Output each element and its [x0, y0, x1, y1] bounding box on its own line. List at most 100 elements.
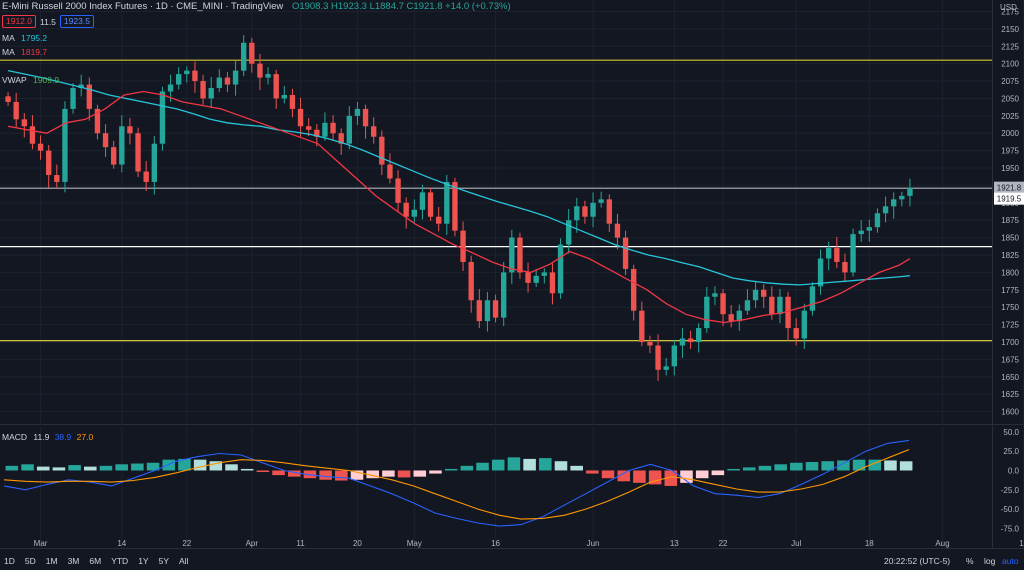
candle-body	[590, 202, 596, 217]
candle-body	[403, 202, 409, 217]
candle-body	[639, 310, 645, 342]
date-tick-label: 14	[117, 539, 126, 548]
range-1d[interactable]: 1D	[4, 556, 15, 566]
macd-tick-label: -75.0	[1001, 524, 1020, 533]
candle-body	[501, 272, 507, 318]
range-selector: 1D 5D 1M 3M 6M YTD 1Y 5Y All	[4, 556, 188, 566]
candle-body	[468, 261, 474, 301]
ask-button[interactable]: 1923.5	[59, 15, 94, 28]
candle-body	[655, 345, 661, 370]
ma1-name: MA	[2, 33, 15, 43]
range-all[interactable]: All	[179, 556, 189, 566]
vwap-name: VWAP	[2, 75, 27, 85]
ma1-line	[7, 69, 910, 286]
candle-body	[858, 230, 864, 235]
candle-body	[801, 310, 807, 339]
candle-body	[119, 126, 125, 165]
interval-label[interactable]: 1D	[155, 1, 168, 12]
candle-body	[13, 101, 19, 120]
macd-histogram-bar	[617, 470, 631, 482]
last-price-tag	[994, 181, 1024, 194]
macd-histogram-bar	[507, 457, 521, 471]
candle-body	[842, 261, 848, 273]
macd-histogram-bar	[240, 468, 254, 471]
range-ytd[interactable]: YTD	[111, 556, 129, 566]
macd-histogram-bar	[821, 461, 834, 471]
candle-body	[517, 237, 523, 273]
range-3m[interactable]: 3M	[67, 556, 80, 566]
range-5d[interactable]: 5D	[24, 556, 36, 566]
candle-body	[102, 133, 109, 148]
currency-label: USD	[1000, 3, 1017, 12]
date-tick-label: 13	[670, 539, 679, 548]
ma2-value: 1819.7	[21, 47, 48, 57]
candle-body	[899, 195, 905, 200]
candle-body	[46, 150, 52, 175]
macd-histogram-bar	[225, 464, 238, 471]
macd-histogram-bar	[695, 470, 709, 479]
macd-histogram-bar	[209, 461, 223, 471]
candle-body	[419, 192, 426, 210]
percent-toggle[interactable]: %	[966, 556, 974, 566]
range-1m[interactable]: 1M	[45, 556, 58, 566]
vwap-legend[interactable]: VWAP 1909.9	[2, 75, 59, 85]
auto-toggle[interactable]: auto	[1002, 556, 1019, 566]
macd-histogram-bar	[131, 463, 144, 471]
candle-body	[395, 178, 401, 203]
candle-body	[29, 126, 36, 144]
date-tick-label: May	[407, 539, 422, 548]
date-tick-label: 18	[865, 539, 874, 548]
candle-body	[533, 275, 539, 283]
candle-body	[289, 94, 296, 109]
range-1y[interactable]: 1Y	[138, 556, 149, 566]
ma1-value: 1795.2	[21, 33, 48, 43]
candle-body	[606, 199, 612, 224]
price-tick-label: 2175	[1001, 7, 1019, 16]
candle-body	[679, 338, 686, 346]
candle-body	[184, 70, 190, 75]
price-tick-label: 1825	[1001, 251, 1019, 260]
candle-body	[744, 300, 751, 311]
symbol-title[interactable]: E-Mini Russell 2000 Index Futures	[2, 1, 148, 12]
price-tick-label: 2075	[1001, 77, 1019, 86]
ma2-line	[7, 90, 911, 324]
date-tick-label: 11	[296, 539, 305, 548]
macd-line-value: 38.9	[54, 432, 72, 442]
price-tick-label: 1975	[1001, 147, 1019, 156]
macd-legend[interactable]: MACD 11.9 38.9 27.0	[2, 432, 93, 442]
macd-histogram-bar	[68, 465, 81, 471]
price-tick-label: 1650	[1001, 373, 1019, 382]
candle-body	[5, 96, 11, 102]
macd-histogram-bar	[805, 461, 819, 471]
date-tick-label: 15	[1019, 539, 1024, 548]
candle-body	[663, 366, 669, 370]
candle-body	[834, 248, 840, 262]
log-toggle[interactable]: log	[984, 556, 996, 566]
macd-histogram-bar	[52, 467, 66, 471]
ma2-legend[interactable]: MA 1819.7	[2, 47, 47, 57]
candle-body	[192, 70, 198, 82]
date-tick-label: Jul	[791, 539, 801, 548]
macd-signal-value: 27.0	[76, 432, 94, 442]
candle-body	[752, 289, 759, 301]
macd-histogram-bar	[837, 460, 850, 471]
macd-histogram-bar	[350, 470, 364, 480]
candle-body	[557, 244, 564, 294]
ma1-legend[interactable]: MA 1795.2	[2, 33, 47, 43]
range-5y[interactable]: 5Y	[158, 556, 169, 566]
macd-histogram-bar	[601, 470, 615, 479]
candle-body	[882, 206, 889, 214]
macd-histogram-bar	[774, 464, 787, 471]
macd-tick-label: 0.0	[1008, 466, 1020, 475]
macd-histogram-bar	[287, 470, 301, 477]
range-6m[interactable]: 6M	[89, 556, 102, 566]
candle-body	[460, 230, 466, 262]
candle-body	[354, 108, 361, 116]
clock-readout[interactable]: 20:22:52 (UTC-5)	[884, 556, 951, 566]
macd-histogram-bar	[539, 458, 552, 471]
price-tick-label: 1725	[1001, 321, 1019, 330]
candle-body	[94, 108, 101, 134]
macd-hist-value: 11.9	[33, 432, 50, 442]
bid-button[interactable]: 1912.0	[2, 15, 36, 28]
